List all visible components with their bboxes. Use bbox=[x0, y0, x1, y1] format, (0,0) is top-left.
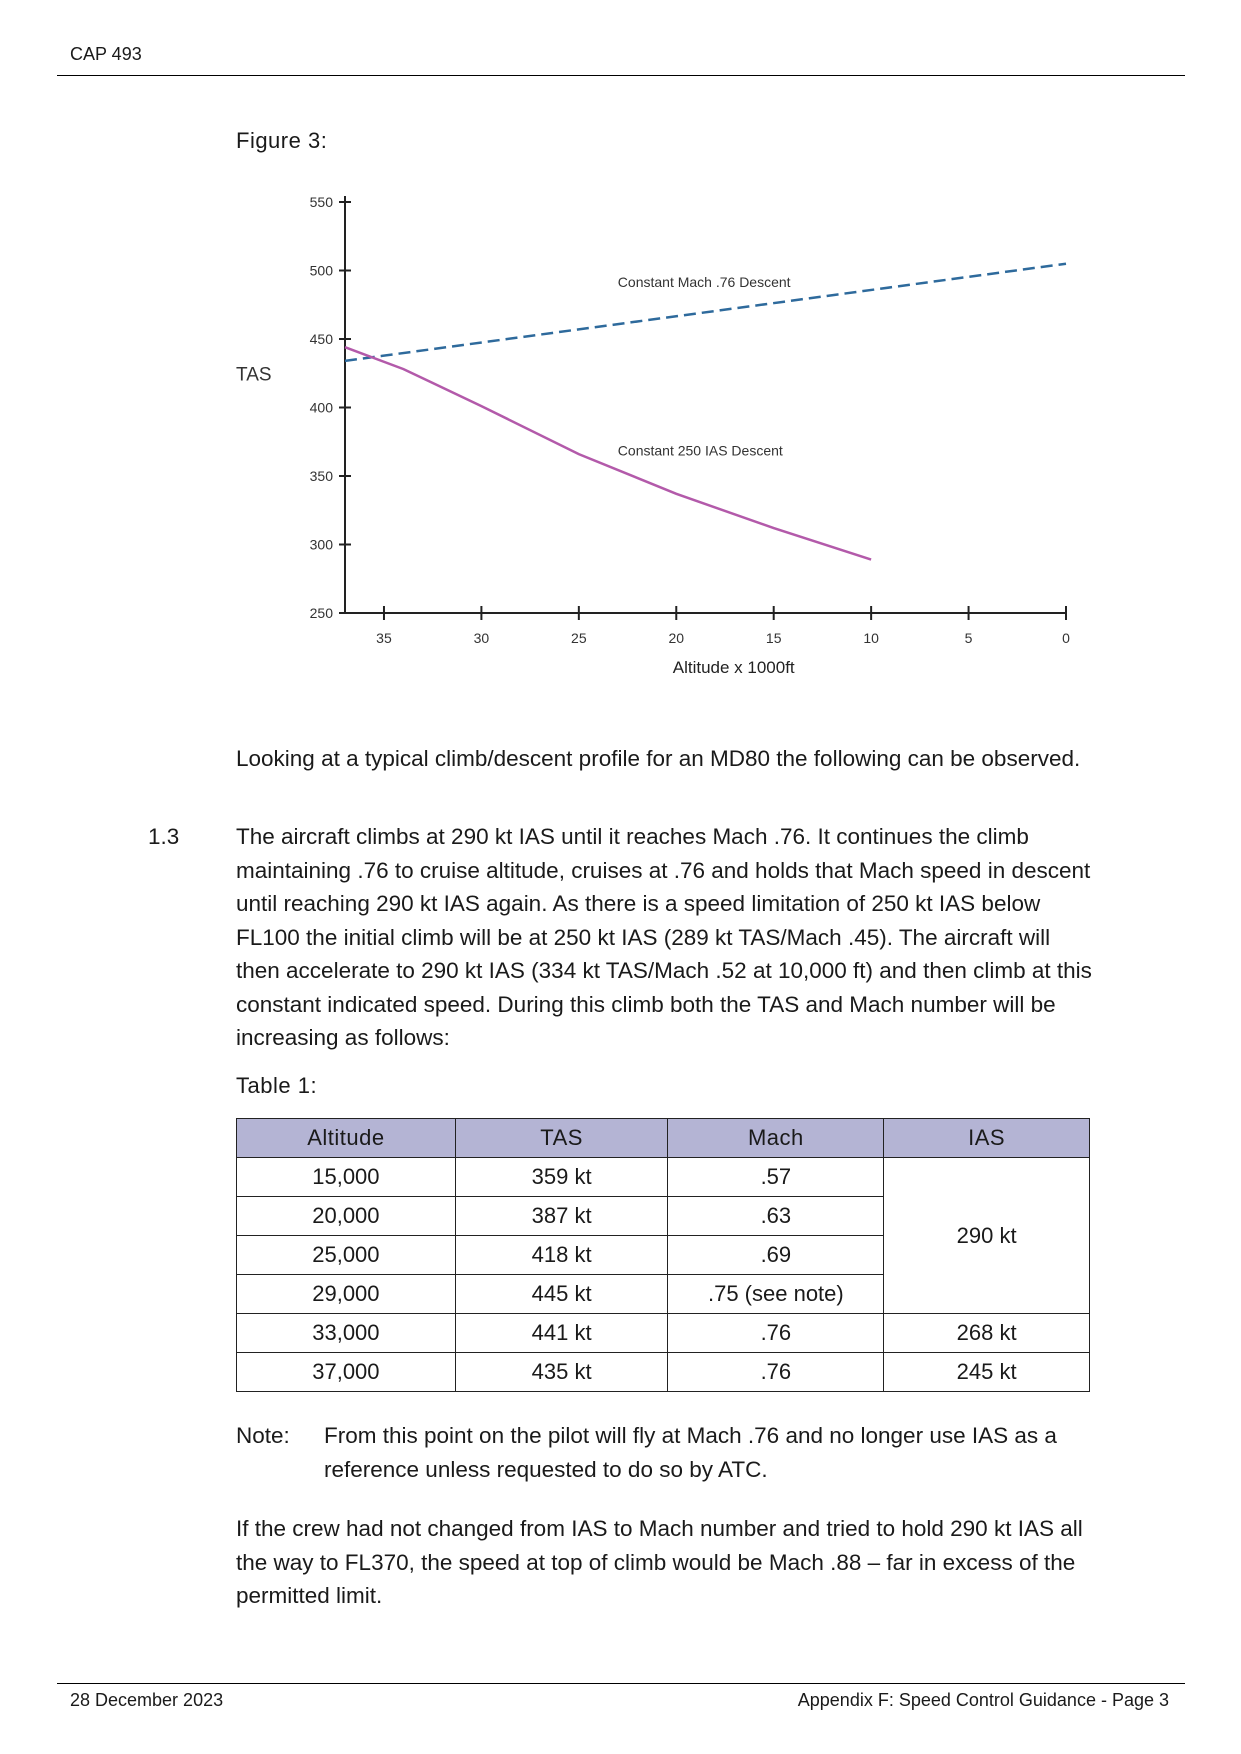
cell-mach: .57 bbox=[667, 1157, 885, 1197]
cell-tas: 359 kt bbox=[454, 1157, 669, 1197]
x-tick-label: 5 bbox=[965, 630, 973, 646]
x-tick-label: 30 bbox=[474, 630, 490, 646]
header-tas: TAS bbox=[454, 1118, 669, 1158]
table-label: Table 1: bbox=[236, 1073, 318, 1098]
series-line-constant-mach-76-descent bbox=[344, 262, 1067, 363]
header-altitude: Altitude bbox=[236, 1118, 456, 1158]
table-row: 29,000 445 kt .75 (see note) bbox=[236, 1274, 1090, 1314]
cell-mach: .76 bbox=[667, 1313, 885, 1353]
series-label: Constant Mach .76 Descent bbox=[618, 274, 791, 290]
tas-altitude-chart: TAS Altitude x 1000ft 250300350400450500… bbox=[236, 194, 1070, 677]
speed-table: Altitude TAS Mach IAS 15,000 359 kt .57 … bbox=[236, 1118, 1090, 1392]
header-ias: IAS bbox=[883, 1118, 1090, 1158]
cell-altitude: 29,000 bbox=[236, 1274, 456, 1314]
cell-tas: 441 kt bbox=[454, 1313, 669, 1353]
y-tick-label: 450 bbox=[310, 331, 334, 347]
y-tick-label: 400 bbox=[310, 400, 334, 416]
table-row: 15,000 359 kt .57 290 kt bbox=[236, 1157, 1090, 1314]
closing-paragraph: If the crew had not changed from IAS to … bbox=[236, 1516, 1083, 1608]
cell-mach: .76 bbox=[667, 1352, 885, 1392]
footer-date: 28 December 2023 bbox=[70, 1690, 224, 1710]
table-row: 33,000 441 kt .76 268 kt bbox=[236, 1313, 1090, 1353]
x-tick-label: 10 bbox=[863, 630, 879, 646]
note-label: Note: bbox=[236, 1423, 290, 1448]
table-header-row: Altitude TAS Mach IAS bbox=[236, 1118, 1090, 1158]
y-tick-label: 250 bbox=[310, 605, 334, 621]
cell-tas: 418 kt bbox=[454, 1235, 669, 1275]
y-tick-label: 500 bbox=[310, 263, 334, 279]
header-mach: Mach bbox=[667, 1118, 885, 1158]
figure-label: Figure 3: bbox=[236, 128, 328, 153]
x-tick-label: 25 bbox=[571, 630, 587, 646]
cell-altitude: 15,000 bbox=[236, 1157, 456, 1197]
cell-tas: 435 kt bbox=[454, 1352, 669, 1392]
table-row: 20,000 387 kt .63 bbox=[236, 1196, 1090, 1236]
cell-tas: 387 kt bbox=[454, 1196, 669, 1236]
header-rule bbox=[57, 75, 1185, 76]
y-tick-label: 300 bbox=[310, 537, 334, 553]
x-tick-label: 15 bbox=[766, 630, 782, 646]
cell-altitude: 25,000 bbox=[236, 1235, 456, 1275]
cell-altitude: 20,000 bbox=[236, 1196, 456, 1236]
cell-mach: .69 bbox=[667, 1235, 885, 1275]
section-number: 1.3 bbox=[148, 824, 180, 849]
section-paragraph: The aircraft climbs at 290 kt IAS until … bbox=[236, 824, 1092, 1050]
cell-ias: 268 kt bbox=[883, 1313, 1090, 1353]
cell-mach: .75 (see note) bbox=[667, 1274, 885, 1314]
series-label: Constant 250 IAS Descent bbox=[618, 442, 783, 458]
cell-mach: .63 bbox=[667, 1196, 885, 1236]
table-row: 25,000 418 kt .69 bbox=[236, 1235, 1090, 1275]
intro-paragraph: Looking at a typical climb/descent profi… bbox=[236, 746, 1081, 771]
y-axis-title: TAS bbox=[236, 364, 272, 385]
x-axis-title: Altitude x 1000ft bbox=[673, 658, 795, 677]
x-tick-label: 0 bbox=[1062, 630, 1070, 646]
note-text: From this point on the pilot will fly at… bbox=[324, 1423, 1057, 1482]
document-id: CAP 493 bbox=[70, 44, 142, 64]
cell-altitude: 37,000 bbox=[236, 1352, 456, 1392]
cell-tas: 445 kt bbox=[454, 1274, 669, 1314]
x-tick-label: 20 bbox=[668, 630, 684, 646]
footer-page: Appendix F: Speed Control Guidance - Pag… bbox=[797, 1690, 1169, 1710]
cell-ias: 245 kt bbox=[883, 1352, 1090, 1392]
y-tick-label: 350 bbox=[310, 468, 334, 484]
cell-ias-merged: 290 kt bbox=[883, 1157, 1090, 1314]
y-tick-label: 550 bbox=[310, 194, 334, 210]
x-tick-label: 35 bbox=[376, 630, 392, 646]
footer-rule bbox=[57, 1683, 1185, 1684]
cell-altitude: 33,000 bbox=[236, 1313, 456, 1353]
table-row: 37,000 435 kt .76 245 kt bbox=[236, 1352, 1090, 1392]
series-line-constant-250-ias-descent bbox=[344, 346, 872, 561]
